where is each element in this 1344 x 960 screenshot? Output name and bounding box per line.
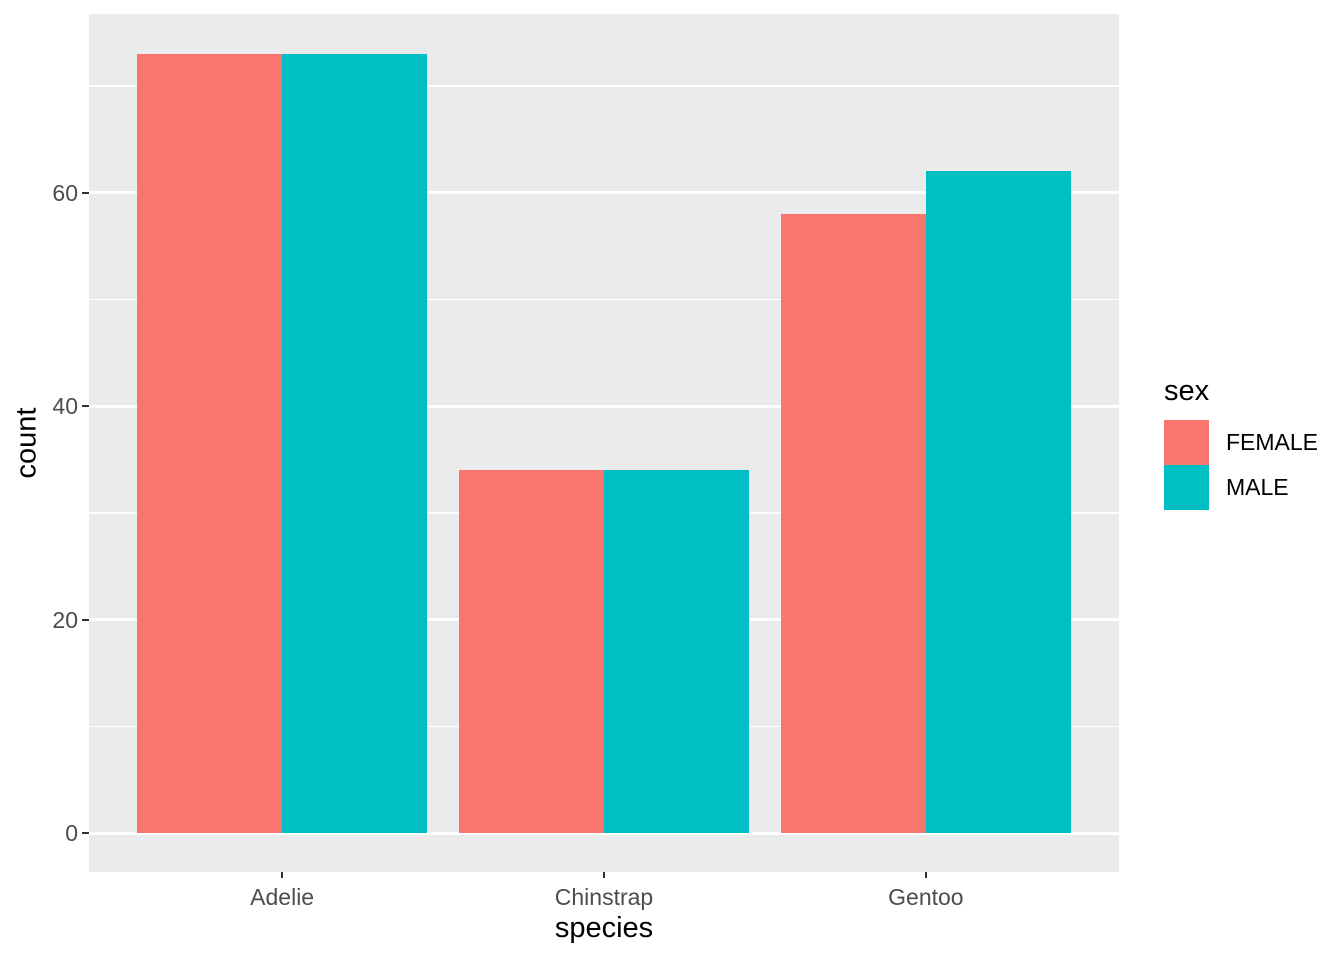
legend-label-female: FEMALE (1226, 429, 1319, 455)
y-tick-mark-60 (82, 191, 89, 194)
y-tick-label-20: 20 (52, 606, 78, 633)
x-tick-label-chinstrap: Chinstrap (554, 884, 654, 910)
legend-swatch-male (1164, 465, 1209, 510)
bar-female-adelie (137, 53, 283, 833)
gridline-major-40 (89, 404, 1119, 408)
legend-swatch-female (1164, 420, 1209, 465)
y-tick-label-60: 60 (52, 179, 78, 206)
plot-panel (89, 14, 1119, 872)
bar-male-chinstrap (604, 470, 749, 833)
legend-entry-female: FEMALE (1164, 420, 1318, 465)
legend-label-male: MALE (1226, 474, 1289, 500)
x-tick-mark-adelie (281, 872, 284, 878)
y-tick-label-0: 0 (65, 820, 78, 846)
x-tick-mark-chinstrap (603, 872, 605, 878)
y-tick-mark-40 (82, 405, 89, 407)
y-tick-mark-20 (82, 618, 89, 621)
y-tick-mark-0 (82, 832, 89, 834)
gridline-major-60 (89, 191, 1119, 194)
legend-title: sex (1164, 375, 1210, 407)
legend: sex FEMALE MALE (1164, 374, 1318, 510)
x-tick-label-adelie: Adelie (250, 884, 315, 910)
y-axis-title: count (10, 407, 43, 479)
x-tick-label-gentoo: Gentoo (888, 884, 964, 910)
x-tick-mark-gentoo (924, 872, 927, 878)
x-axis-title: species (554, 912, 654, 944)
gridline-minor-50 (89, 298, 1119, 300)
gridline-minor-70 (89, 85, 1119, 87)
bar-male-adelie (282, 53, 427, 833)
gridline-major-0 (89, 831, 1119, 835)
y-tick-label-40: 40 (52, 393, 78, 419)
bar-male-gentoo (925, 171, 1071, 833)
legend-entry-male: MALE (1164, 465, 1318, 510)
bar-female-gentoo (781, 213, 926, 833)
bar-female-chinstrap (459, 470, 604, 833)
